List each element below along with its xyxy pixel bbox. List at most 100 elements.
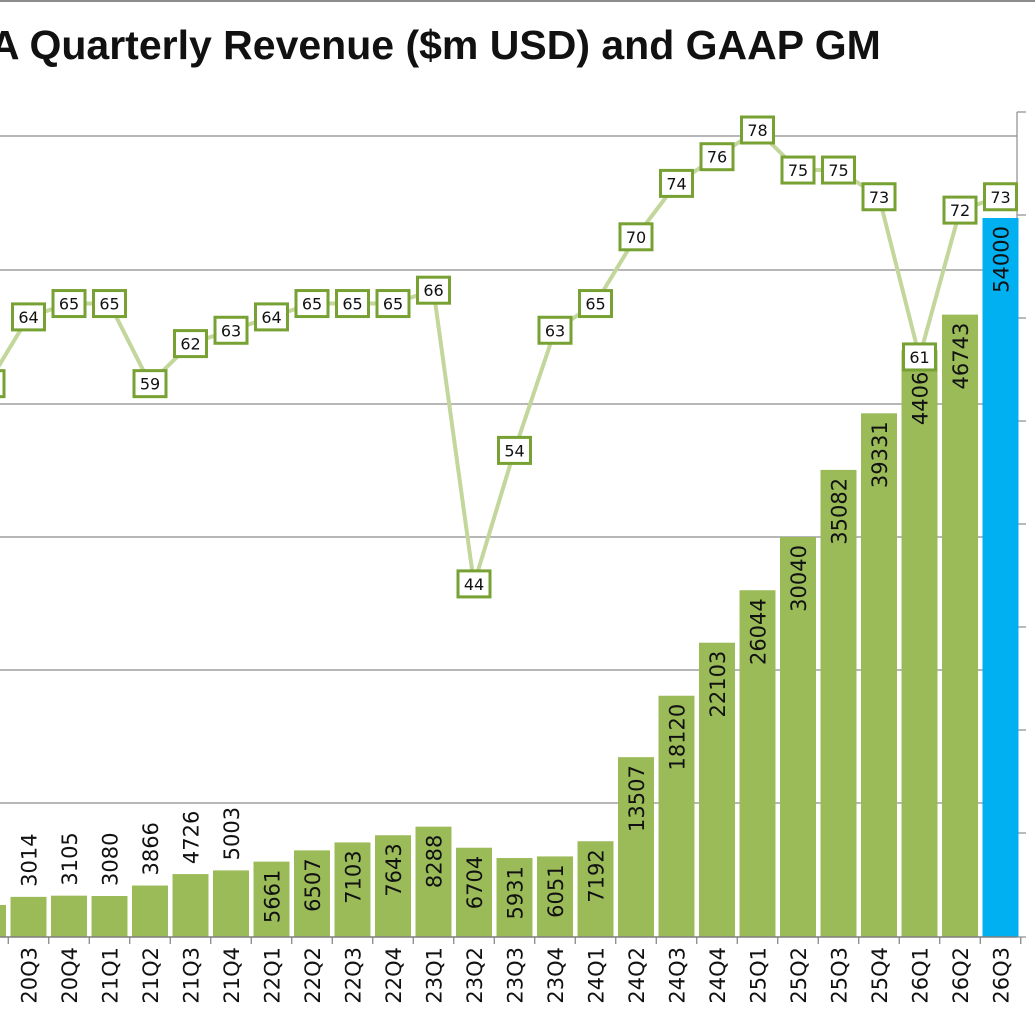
revenue-bar xyxy=(496,858,533,937)
revenue-bar xyxy=(861,413,897,937)
gaap-gm-marker xyxy=(780,155,816,185)
gaap-gm-marker xyxy=(537,315,573,345)
x-tick-label: 26Q1 xyxy=(909,947,933,1004)
revenue-bars: 3014 3105 3080 3866 4726 5003 5661 6507 7103 7643… xyxy=(0,218,1019,937)
gaap-gm-value-label: 59 xyxy=(140,375,160,394)
gaap-gm-value-label: 44 xyxy=(464,575,484,594)
revenue-bar xyxy=(253,861,290,937)
revenue-value-label: 7103 xyxy=(342,850,366,903)
gaap-gm-marker xyxy=(740,115,775,145)
revenue-value-label: 7643 xyxy=(382,843,406,896)
gaap-gm-value-label: 64 xyxy=(18,308,38,327)
gaap-gm-marker xyxy=(0,369,6,399)
gaap-gm-marker xyxy=(416,275,451,305)
gaap-gm-marker xyxy=(375,289,411,319)
revenue-value-label: 18120 xyxy=(666,704,690,771)
gaap-gm-value-label: 76 xyxy=(707,148,727,167)
gaap-gm-value-label: 62 xyxy=(180,335,200,354)
x-tick-label: 23Q4 xyxy=(544,947,568,1004)
gaap-gm-marker xyxy=(578,289,613,319)
gaap-gm-value-label: 73 xyxy=(990,188,1010,207)
revenue-bar xyxy=(901,350,938,937)
revenue-bar xyxy=(699,642,735,937)
gaap-gm-value-label: 75 xyxy=(828,161,848,180)
revenue-bar xyxy=(132,885,168,937)
x-tick-label: 23Q2 xyxy=(463,947,487,1004)
gaap-gm-marker xyxy=(335,289,370,319)
x-tick-label: 20Q4 xyxy=(58,947,82,1004)
x-tick-label: 24Q1 xyxy=(585,947,609,1004)
x-tick-label: 22Q2 xyxy=(301,947,325,1004)
revenue-value-label: 54000 xyxy=(990,226,1014,293)
x-tick-label: 25Q3 xyxy=(828,947,852,1004)
gaap-gm-value-label: 64 xyxy=(261,308,281,327)
x-tick-label: 25Q2 xyxy=(787,947,811,1004)
x-tick-label: 21Q1 xyxy=(99,947,123,1004)
revenue-value-label: 5661 xyxy=(261,870,285,923)
revenue-value-label: 46743 xyxy=(949,323,973,390)
x-tick-label: 22Q4 xyxy=(382,947,406,1004)
gaap-gm-value-label: 75 xyxy=(788,161,808,180)
gaap-gm-value-label: 65 xyxy=(585,295,605,314)
revenue-bar xyxy=(91,895,128,937)
revenue-value-label: 6051 xyxy=(544,864,568,917)
gaap-gm-value-label: 65 xyxy=(99,295,119,314)
x-tick-label: 25Q4 xyxy=(868,947,892,1004)
x-axis: 20Q2 20Q3 20Q4 21Q1 21Q2 21Q3 21Q4 22Q1 22Q2 22Q3… xyxy=(0,936,1022,1004)
x-tick-label: 21Q4 xyxy=(220,947,244,1004)
gaap-gm-marker xyxy=(213,315,249,345)
gaap-gm-value-label: 54 xyxy=(504,441,524,460)
revenue-value-label: 5931 xyxy=(504,866,528,919)
revenue-value-label: 22103 xyxy=(706,651,730,718)
revenue-bar xyxy=(537,856,573,937)
x-tick-label: 25Q1 xyxy=(747,947,771,1004)
gaap-gm-marker xyxy=(659,168,694,198)
revenue-bar xyxy=(334,842,371,937)
gaap-gm-value-label: 70 xyxy=(626,228,646,247)
gaap-gm-value-label: 65 xyxy=(383,295,403,314)
gaap-gm-marker xyxy=(699,142,735,172)
x-tick-label: 26Q3 xyxy=(990,947,1014,1004)
x-tick-label: 26Q2 xyxy=(949,947,973,1004)
revenue-value-label: 6507 xyxy=(301,858,325,911)
revenue-bar xyxy=(415,826,452,937)
chart-title: A Quarterly Revenue ($m USD) and GAAP GM xyxy=(0,22,881,68)
gaap-gm-marker xyxy=(11,302,46,332)
gaap-gm-marker xyxy=(92,289,127,319)
x-tick-label: 23Q3 xyxy=(504,947,528,1004)
gaap-gm-value-label: 61 xyxy=(909,348,929,367)
revenue-bar xyxy=(577,841,614,937)
gaap-gm-marker xyxy=(902,342,937,372)
revenue-bar xyxy=(658,695,695,937)
revenue-bar xyxy=(942,314,978,937)
revenue-bar xyxy=(213,870,249,937)
revenue-value-label: 35082 xyxy=(828,478,852,545)
gaap-gm-line: 5964656559626364656565664454636570747678… xyxy=(0,115,1018,599)
revenue-bar xyxy=(51,895,87,937)
revenue-value-label: 5003 xyxy=(220,807,244,860)
revenue-value-label: 7192 xyxy=(585,849,609,902)
gaap-gm-marker xyxy=(618,222,654,252)
x-tick-label: 22Q3 xyxy=(342,947,366,1004)
gaap-gm-value-label: 63 xyxy=(221,321,241,340)
gaap-gm-value-label: 65 xyxy=(302,295,322,314)
gaap-gm-marker xyxy=(497,435,532,465)
revenue-bar xyxy=(172,874,209,937)
revenue-value-label: 3080 xyxy=(99,833,123,886)
gaap-gm-value-label: 73 xyxy=(869,188,889,207)
revenue-value-label: 26044 xyxy=(747,598,771,665)
revenue-bar xyxy=(780,537,816,937)
gaap-gm-marker xyxy=(294,289,330,319)
revenue-bar xyxy=(456,847,492,937)
gaap-gm-marker xyxy=(51,289,87,319)
revenue-bar xyxy=(0,905,6,937)
x-tick-label: 21Q3 xyxy=(180,947,204,1004)
revenue-bar xyxy=(982,218,1019,937)
revenue-value-label: 6704 xyxy=(463,856,487,909)
gaap-gm-marker xyxy=(821,155,856,185)
gaap-gm-value-label: 65 xyxy=(342,295,362,314)
gaap-gm-value-label: 74 xyxy=(666,174,686,193)
revenue-bar xyxy=(10,896,47,937)
